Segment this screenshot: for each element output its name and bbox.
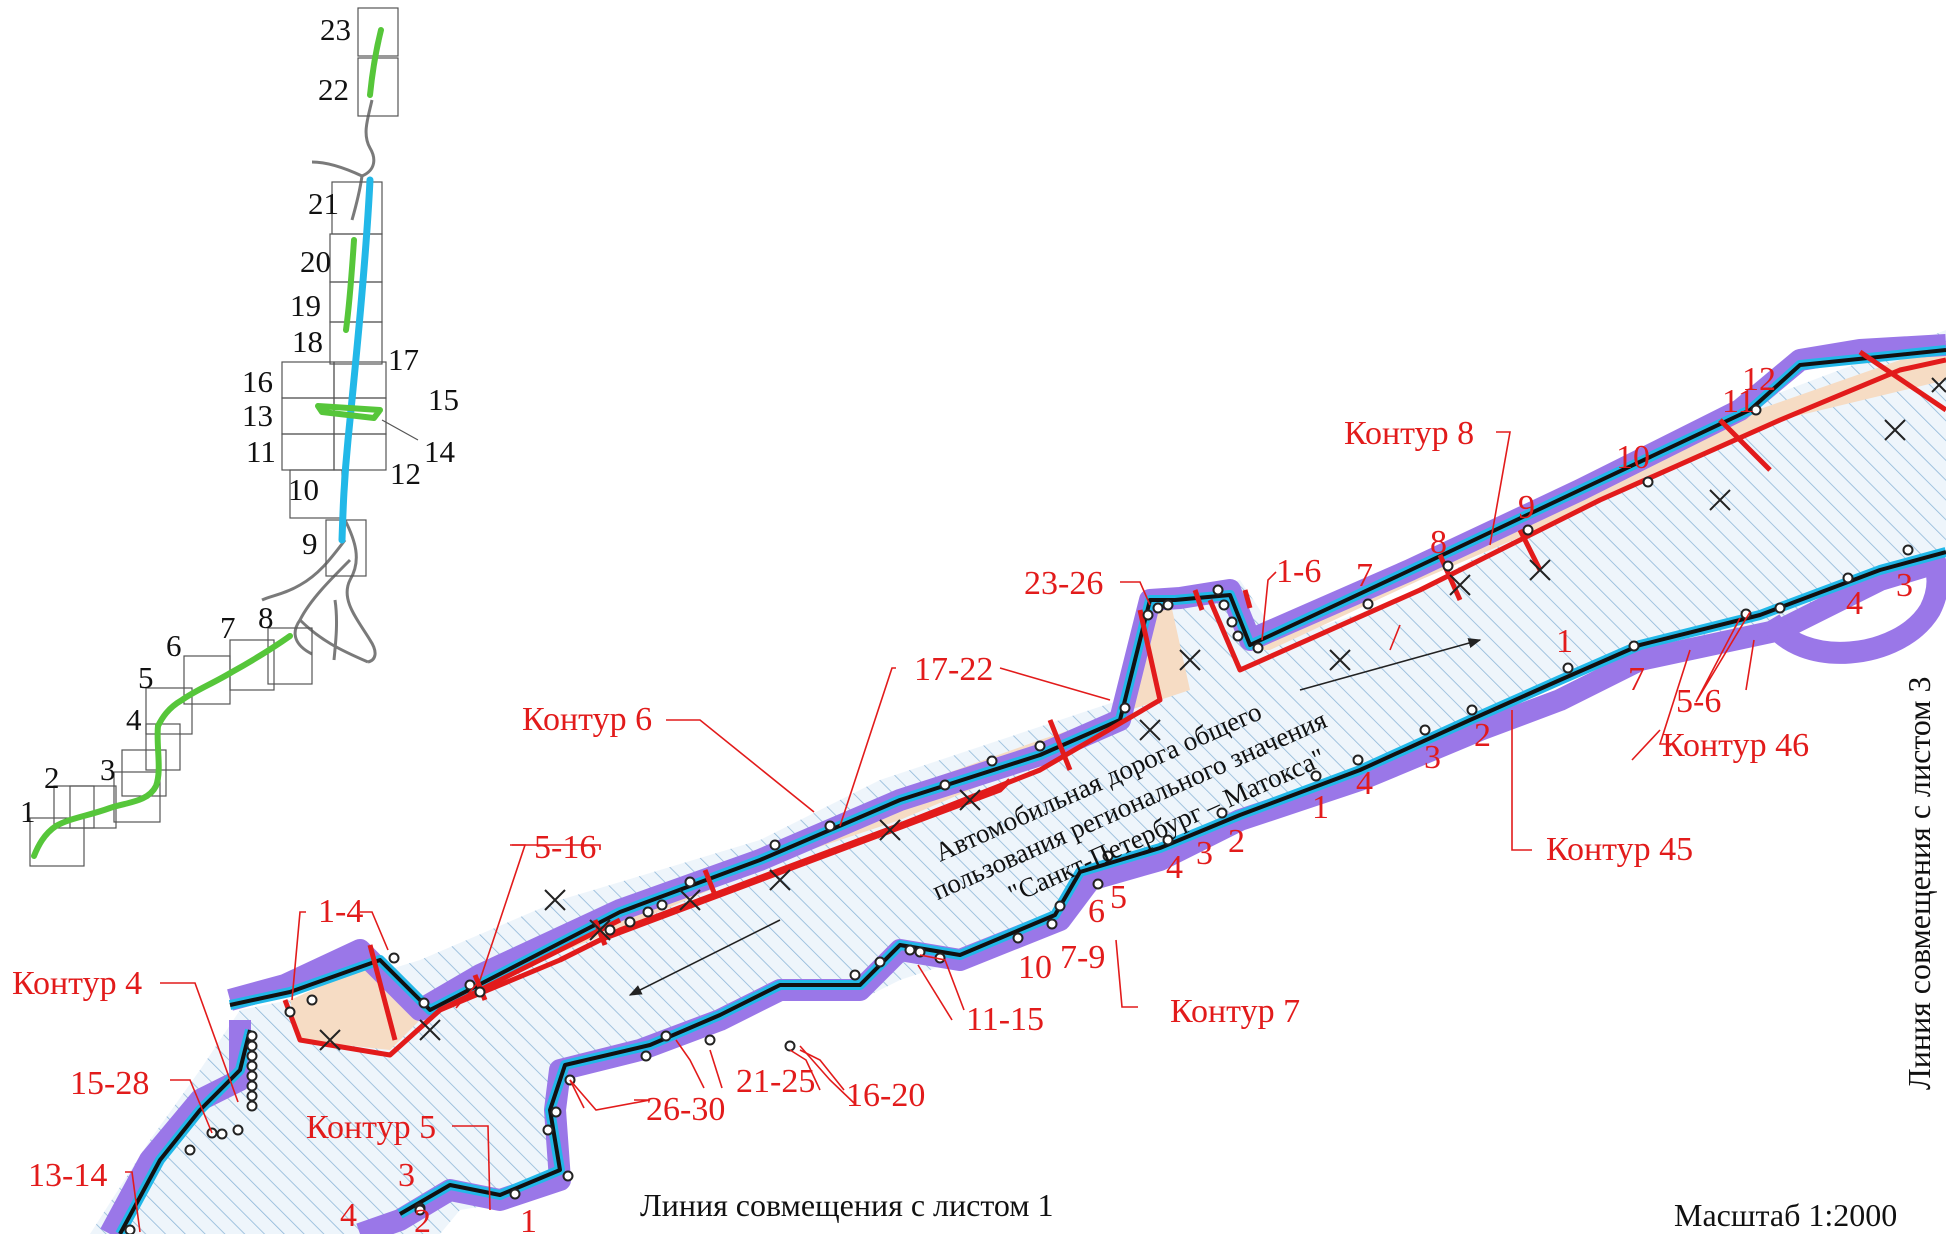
direction-arrow-east bbox=[1299, 638, 1482, 691]
road-corridor-hatch bbox=[90, 330, 1946, 1234]
sheet-number: 23 bbox=[320, 12, 351, 47]
sheet-number: 13 bbox=[242, 398, 273, 433]
point-number: 3 bbox=[1424, 739, 1441, 776]
point-number: 4 bbox=[340, 1197, 357, 1234]
sheet-number: 1 bbox=[20, 794, 36, 829]
red-ticks bbox=[367, 418, 1772, 1041]
overview-map: 23 22 21 20 19 18 17 16 15 13 14 11 12 1… bbox=[20, 7, 459, 867]
point-number: 3 bbox=[1896, 567, 1913, 604]
sheet-number: 11 bbox=[246, 434, 276, 469]
contour-8-label: Контур 8 bbox=[1344, 415, 1474, 452]
sheet-number: 4 bbox=[126, 702, 142, 737]
point-number: 7 bbox=[1356, 557, 1373, 594]
point-range-label: 16-20 bbox=[846, 1077, 925, 1114]
sheet-number: 18 bbox=[292, 324, 323, 359]
contour-4-label: Контур 4 bbox=[12, 965, 142, 1002]
point-range-label: 5-6 bbox=[1676, 683, 1721, 720]
point-number: 11 bbox=[1722, 383, 1755, 420]
sheet-number: 16 bbox=[242, 364, 273, 399]
overview-sheet-numbers: 23 22 21 20 19 18 17 16 15 13 14 11 12 1… bbox=[20, 12, 459, 829]
sheet-number: 7 bbox=[220, 610, 236, 645]
sheet-number: 3 bbox=[100, 752, 116, 787]
point-number: 4 bbox=[1166, 849, 1183, 886]
red-contour-lines bbox=[282, 349, 1946, 1058]
point-number: 9 bbox=[1518, 489, 1535, 526]
point-number: 2 bbox=[1474, 717, 1491, 754]
point-number: 8 bbox=[1430, 524, 1447, 561]
sheet-number: 17 bbox=[388, 342, 419, 377]
x-marks bbox=[319, 377, 1946, 1051]
point-range-label: 1-6 bbox=[1276, 553, 1321, 590]
buffer-band-loop bbox=[1760, 552, 1946, 664]
contour-5-label: Контур 5 bbox=[306, 1109, 436, 1146]
point-range-label: 17-22 bbox=[914, 651, 993, 688]
road-plan: Автомобильная дорога общего пользования … bbox=[12, 330, 1946, 1234]
point-number: 1 bbox=[1556, 623, 1573, 660]
sheet-number: 5 bbox=[138, 660, 154, 695]
sheet-number: 8 bbox=[258, 600, 274, 635]
point-number: 10 bbox=[1616, 439, 1650, 476]
point-range-label: 1-4 bbox=[318, 893, 363, 930]
sheet-number: 14 bbox=[424, 434, 456, 469]
point-range-label: 21-25 bbox=[736, 1063, 815, 1100]
contour-6-label: Контур 6 bbox=[522, 701, 652, 738]
point-number: 1 bbox=[520, 1203, 537, 1234]
point-range-label: 11-15 bbox=[966, 1001, 1044, 1038]
sheet-number: 12 bbox=[390, 456, 421, 491]
direction-arrow-west bbox=[628, 919, 781, 996]
overview-sheet-boxes bbox=[29, 7, 399, 867]
point-number: 4 bbox=[1356, 765, 1373, 802]
point-range-label: 13-14 bbox=[28, 1157, 107, 1194]
contour-7-label: Контур 7 bbox=[1170, 993, 1300, 1030]
match-line-bottom: Линия совмещения с листом 1 bbox=[640, 1187, 1054, 1223]
point-range-label: 23-26 bbox=[1024, 565, 1103, 602]
sheet-number: 22 bbox=[318, 72, 349, 107]
point-range-label: 5-16 bbox=[534, 829, 596, 866]
sheet-number: 2 bbox=[44, 760, 60, 795]
scale-label: Масштаб 1:2000 bbox=[1674, 1197, 1897, 1233]
point-number: 3 bbox=[1196, 835, 1213, 872]
point-number: 7 bbox=[1628, 661, 1645, 698]
point-number: 2 bbox=[1228, 823, 1245, 860]
sheet-number: 6 bbox=[166, 628, 182, 663]
point-number: 10 bbox=[1018, 949, 1052, 986]
overview-grey-roads bbox=[261, 99, 377, 664]
overview-route-green bbox=[31, 27, 384, 859]
match-line-right: Линия совмещения с листом 3 bbox=[1901, 676, 1937, 1090]
point-range-label: 26-30 bbox=[646, 1091, 725, 1128]
sheet-number: 20 bbox=[300, 244, 331, 279]
point-number: 3 bbox=[398, 1157, 415, 1194]
point-number: 5 bbox=[1110, 879, 1127, 916]
sheet-number: 21 bbox=[308, 186, 339, 221]
point-number: 1 bbox=[1312, 789, 1329, 826]
point-number: 12 bbox=[1742, 361, 1776, 398]
contour-46-label: Контур 46 bbox=[1662, 727, 1809, 764]
point-range-label: 15-28 bbox=[70, 1065, 149, 1102]
sheet-number: 9 bbox=[302, 526, 318, 561]
point-range-label: 7-9 bbox=[1060, 939, 1105, 976]
sheet-number: 19 bbox=[290, 288, 321, 323]
vertex-points bbox=[124, 404, 1914, 1234]
leader-lines bbox=[125, 431, 1755, 1233]
point-number: 6 bbox=[1088, 893, 1105, 930]
contour-45-label: Контур 45 bbox=[1546, 831, 1693, 868]
sheet-number: 15 bbox=[428, 382, 459, 417]
sheet-number: 10 bbox=[288, 472, 319, 507]
point-number: 4 bbox=[1846, 585, 1863, 622]
point-number: 2 bbox=[414, 1203, 431, 1234]
